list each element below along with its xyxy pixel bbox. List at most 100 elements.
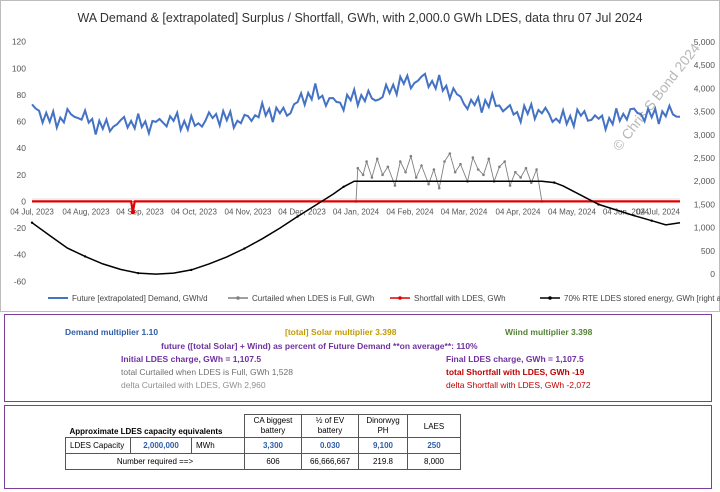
col-header-ev-battery: ½ of EV battery: [301, 414, 359, 438]
number-ev-battery: 66,666,667: [301, 453, 359, 470]
left-tick-label: 40: [17, 143, 27, 153]
curtailed-point: [409, 154, 413, 158]
total-curtailed: total Curtailed when LDES is Full, GWh 1…: [121, 367, 293, 377]
left-tick-label: -20: [14, 223, 27, 233]
curtailed-point: [356, 166, 360, 170]
x-tick-label: 04 Jan, 2024: [333, 207, 380, 216]
x-tick-label: 04 Apr, 2024: [496, 207, 541, 216]
legend-label: Curtailed when LDES is Full, GWh: [252, 294, 374, 303]
right-tick-label: 4,000: [694, 83, 716, 93]
stored-point: [553, 181, 556, 184]
curtailed-point: [471, 156, 475, 159]
curtailed-point: [393, 184, 397, 187]
curtailed-point: [508, 184, 512, 187]
stored-point: [296, 215, 299, 218]
capacity-table: Approximate LDES capacity equivalents CA…: [65, 414, 461, 470]
curtailed-point: [487, 157, 491, 161]
size-ev-battery: 0.030: [301, 437, 359, 454]
total-shortfall: total Shortfall with LDES, GWh -19: [446, 367, 585, 377]
x-tick-label: 04 Sep, 2023: [116, 207, 164, 216]
x-tick-label: 04 Aug, 2023: [62, 207, 110, 216]
curtailed-point: [386, 165, 390, 169]
x-tick-label: 04 Jun, 2024: [603, 207, 650, 216]
left-tick-label: 20: [17, 170, 27, 180]
right-tick-label: 4,500: [694, 60, 716, 70]
params-panel: Demand multiplier 1.10 [total] Solar mul…: [4, 314, 712, 402]
x-tick-label: 04 Oct, 2023: [171, 207, 217, 216]
x-tick-label: 04 Jul, 2023: [10, 207, 54, 216]
solar-multiplier: [total] Solar multiplier 3.398: [285, 327, 397, 337]
size-ca-battery: 3,300: [244, 437, 302, 454]
left-axis-ticks: 120 100 80 60 40 20 0 -20 -40 -60: [12, 37, 26, 287]
curtailed-point: [375, 157, 379, 161]
table-row: Number required ==> 606 66,666,667 219.8…: [65, 453, 461, 470]
curtailed-point: [414, 176, 418, 179]
stored-point: [243, 247, 246, 250]
right-tick-label: 2,500: [694, 153, 716, 163]
left-tick-label: 80: [17, 90, 27, 100]
right-tick-label: 3,500: [694, 107, 716, 117]
table-row: LDES Capacity 2,000,000 MWh 3,300 0.030 …: [65, 437, 461, 454]
left-tick-label: -40: [14, 250, 27, 260]
number-required-label: Number required ==>: [65, 453, 245, 470]
x-tick-label: 04 Mar, 2024: [441, 207, 488, 216]
curtailed-point: [370, 176, 374, 179]
table-row: Approximate LDES capacity equivalents CA…: [66, 414, 461, 438]
curtailed-point: [482, 173, 485, 177]
stored-point: [650, 219, 653, 222]
curtailed-point: [524, 166, 528, 170]
curtailed-point: [529, 181, 533, 185]
curtailed-point: [443, 160, 446, 163]
number-laes: 8,000: [407, 453, 461, 470]
stored-point: [30, 221, 34, 224]
right-tick-label: 0: [710, 269, 715, 279]
number-ca-battery: 606: [244, 453, 302, 470]
capacity-unit: MWh: [191, 437, 245, 454]
right-tick-label: 3,000: [694, 130, 716, 140]
size-dinorwyg: 9,100: [358, 437, 408, 454]
curtailed-point: [476, 168, 480, 171]
left-tick-label: 120: [12, 37, 26, 47]
curtailed-point: [519, 176, 522, 179]
col-header-ca-battery: CA biggest battery: [244, 414, 302, 438]
left-tick-label: -60: [14, 276, 27, 286]
left-tick-label: 0: [21, 196, 26, 206]
table-panel: Approximate LDES capacity equivalents CA…: [4, 405, 712, 489]
series-line-3: [31, 180, 681, 275]
x-tick-label: 04 Jul, 2024: [636, 207, 680, 216]
x-tick-labels: 04 Jul, 2023 04 Aug, 2023 04 Sep, 2023 04 O…: [10, 207, 680, 216]
series-group: [30, 72, 681, 275]
col-header-dinorwyg: Dinorwyg PH: [358, 414, 408, 438]
capacity-value: 2,000,000: [130, 437, 192, 454]
curtailed-point: [432, 168, 436, 171]
legend-marker: [548, 296, 552, 300]
curtailed-point: [420, 164, 423, 167]
curtailed-point: [453, 170, 457, 174]
curtailed-point: [398, 160, 402, 163]
chart-title: WA Demand & [extrapolated] Surplus / Sho…: [77, 11, 642, 25]
col-header-laes: LAES: [407, 414, 461, 438]
right-axis-ticks: 5,000 4,500 4,000 3,500 3,000 2,500 2,000 1,500…: [694, 37, 716, 279]
left-tick-label: 100: [12, 63, 26, 73]
shortfall-point: [130, 209, 136, 215]
legend-label: Future [extrapolated] Demand, GWh/d: [72, 294, 208, 303]
delta-curtailed: delta Curtailed with LDES, GWh 2,960: [121, 380, 266, 390]
curtailed-point: [514, 170, 517, 174]
stored-point: [137, 271, 140, 275]
stored-point: [342, 185, 345, 188]
curtailed-point: [404, 170, 407, 174]
number-dinorwyg: 219.8: [358, 453, 408, 470]
chart-svg: WA Demand & [extrapolated] Surplus / Sho…: [0, 0, 720, 312]
delta-shortfall: delta Shortfall with LDES, GWh -2,072: [446, 380, 591, 390]
x-tick-label: 04 May, 2024: [548, 207, 596, 216]
curtailed-point: [365, 160, 368, 163]
legend-label: 70% RTE LDES stored energy, GWh [right a…: [564, 294, 720, 303]
left-tick-label: 60: [17, 117, 27, 127]
series-line-0: [31, 72, 681, 137]
right-tick-label: 1,500: [694, 199, 716, 209]
chart-frame: [0, 0, 720, 312]
right-tick-label: 500: [701, 246, 715, 256]
curtailed-point: [427, 182, 430, 186]
final-charge: Final LDES charge, GWh = 1,107.5: [446, 354, 584, 364]
row-label-capacity: LDES Capacity: [65, 437, 131, 454]
